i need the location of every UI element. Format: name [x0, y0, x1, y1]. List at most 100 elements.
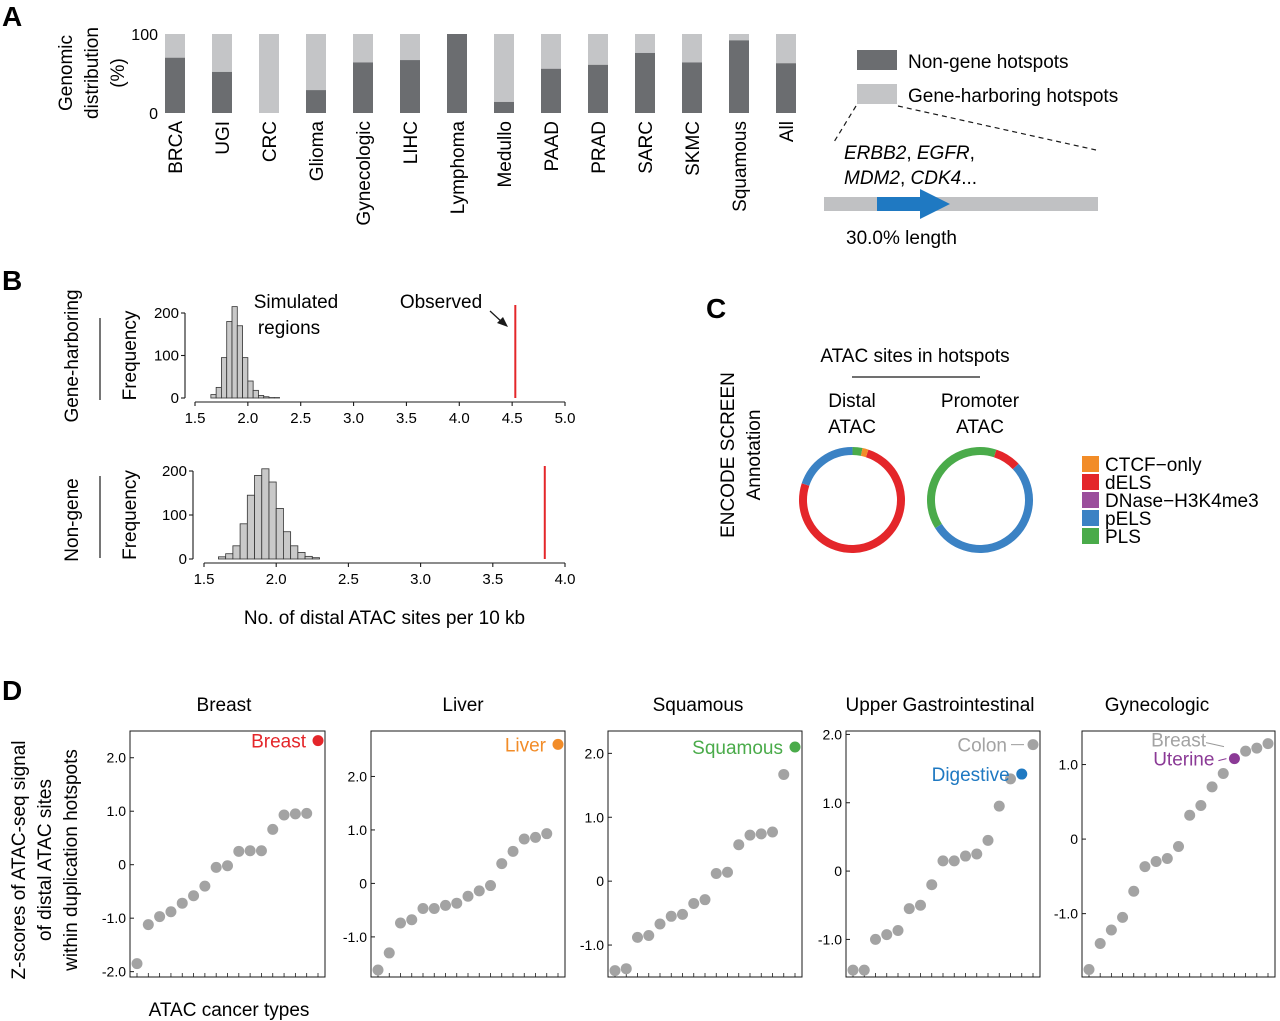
bar-gene-paad — [541, 34, 561, 69]
highlight-point — [789, 741, 801, 753]
data-point — [710, 867, 722, 879]
scatter-title: Liver — [442, 695, 484, 716]
highlight-point — [1228, 753, 1240, 765]
y-tick-label: -1.0 — [818, 931, 842, 947]
gene-sep-2: , — [970, 143, 975, 164]
y-axis-label: Frequency — [120, 470, 141, 560]
data-point — [948, 855, 960, 867]
legend-swatch — [1082, 474, 1099, 490]
row-label-non-gene: Non-gene — [62, 478, 83, 561]
x-tick-label: 5.0 — [555, 410, 576, 427]
x-tick-label: 1.5 — [185, 410, 206, 427]
data-point — [1005, 773, 1016, 785]
histogram-bin — [239, 523, 248, 560]
data-point — [473, 885, 485, 897]
label-leader — [1218, 758, 1227, 762]
y-tick-label: 0 — [171, 390, 179, 407]
histogram-bin — [247, 380, 254, 399]
panel-d-letter: D — [2, 675, 22, 706]
bar-gene-ugi — [212, 34, 232, 72]
label-leader — [1205, 742, 1225, 748]
bar-gene-glioma — [306, 34, 326, 91]
data-point — [165, 906, 177, 918]
data-point — [937, 855, 949, 867]
data-point — [733, 839, 745, 851]
data-point — [301, 807, 313, 819]
legend-swatch — [1082, 492, 1099, 508]
data-point — [870, 933, 881, 945]
panel-d-xlabel: ATAC cancer types — [149, 1000, 310, 1021]
histogram-bin — [232, 545, 241, 560]
y-tick-label: 1.0 — [585, 809, 605, 825]
bar-nongene-medullo — [494, 101, 514, 113]
x-tick-label: 2.0 — [237, 410, 258, 427]
legend-label: DNase−H3K4me3 — [1105, 491, 1259, 512]
data-point — [699, 894, 711, 906]
histogram-bin — [263, 396, 270, 399]
histogram-bin — [246, 494, 255, 560]
data-point — [677, 908, 688, 920]
data-point — [881, 929, 893, 941]
data-point — [722, 866, 733, 878]
histogram-bin — [283, 531, 292, 560]
data-point — [778, 768, 790, 780]
histogram-bin — [304, 555, 313, 560]
data-point — [1139, 861, 1151, 873]
y-axis-label-line-3: (%) — [108, 58, 129, 88]
ring-title-distal-2: ATAC — [828, 417, 876, 438]
bar-nongene-gynecologic — [353, 62, 373, 113]
x-tick-label: 3.0 — [410, 571, 431, 588]
x-tick-label: 2.5 — [290, 410, 311, 427]
x-label-paad: PAAD — [542, 121, 563, 171]
data-point — [507, 845, 519, 857]
bar-nongene-squamous — [729, 40, 749, 113]
scatter-panel-liver: Liver -1.0 0 1.0 2.0 Liver — [343, 695, 566, 978]
data-point — [428, 903, 440, 915]
data-point — [665, 910, 677, 922]
legend-label: dELS — [1105, 473, 1151, 494]
x-label-medullo: Medullo — [495, 121, 516, 188]
legend-swatch — [1082, 528, 1099, 544]
row-label-gene-harboring: Gene-harboring — [62, 289, 83, 422]
data-point — [903, 903, 915, 915]
data-point — [462, 890, 474, 902]
bar-gene-skmc — [682, 34, 702, 63]
x-label-squamous: Squamous — [730, 121, 751, 212]
x-label-glioma: Glioma — [307, 121, 328, 182]
simulated-regions-label-1: Simulated — [254, 292, 339, 313]
y-tick-label: 0 — [596, 873, 604, 889]
data-point — [406, 914, 418, 926]
highlight-label: Breast — [1151, 731, 1207, 752]
y-tick-label: 1.0 — [107, 803, 127, 819]
highlight-point — [552, 738, 564, 750]
highlight-label: Colon — [957, 736, 1007, 757]
data-point — [176, 897, 188, 909]
bar-gene-lihc — [400, 34, 420, 61]
data-point — [267, 823, 279, 835]
observed-label: Observed — [400, 292, 482, 313]
data-point — [233, 845, 245, 857]
scatter-title: Gynecologic — [1105, 695, 1210, 716]
ring-title-promoter-1: Promoter — [941, 391, 1020, 412]
data-point — [755, 828, 767, 840]
y-tick-label: 0 — [1070, 831, 1078, 847]
highlight-label: Liver — [505, 735, 547, 756]
legend-swatch-non-gene — [857, 50, 897, 70]
data-point — [530, 831, 541, 843]
bar-gene-prad — [588, 34, 608, 65]
data-point — [643, 929, 655, 941]
data-point — [131, 958, 143, 970]
data-point — [1083, 964, 1095, 976]
scatter-title: Squamous — [653, 695, 744, 716]
x-label-crc: CRC — [260, 121, 281, 162]
data-point — [1240, 745, 1252, 757]
x-tick-label: 4.0 — [449, 410, 470, 427]
x-label-lihc: LIHC — [401, 121, 422, 164]
y-tick-label: 1.0 — [823, 795, 843, 811]
y-axis-label-line-2: distribution — [82, 27, 103, 119]
bar-gene-medullo — [494, 34, 514, 102]
data-point — [541, 828, 553, 840]
data-point — [222, 860, 233, 872]
